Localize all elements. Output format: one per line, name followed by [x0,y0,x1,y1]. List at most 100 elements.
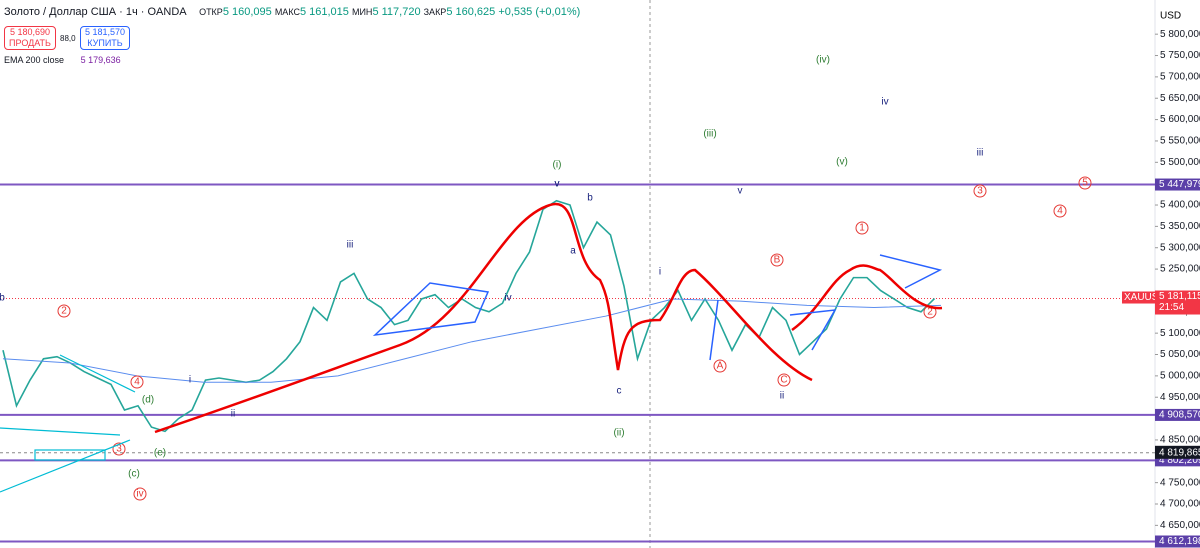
y-tick-label: 4 750,000 [1160,477,1200,488]
y-tick-label: 5 700,000 [1160,72,1200,83]
open: 5 160,095 [222,6,272,18]
close: 5 160,625 [446,6,496,18]
wave-label: (d) [142,395,154,406]
y-tick-label: 5 250,000 [1160,264,1200,275]
wave-label: iv [136,489,143,500]
wave-circle [112,442,126,456]
sell-button[interactable]: 5 180,690 ПРОДАТЬ [4,26,56,50]
wave-label: iv [504,293,511,304]
series-line [2,298,942,383]
y-tick-label: 5 750,000 [1160,50,1200,61]
high-label: МАКС [274,7,300,17]
level-tag [1155,535,1200,548]
indicator-value: 5 179,636 [80,55,121,65]
wave-circle [973,184,987,198]
wave-circle [57,304,71,318]
wave-label: (v) [836,157,848,168]
wave-label: v [738,186,743,197]
wave-label: 2 [927,307,933,318]
y-tick-label: 5 800,000 [1160,29,1200,40]
wave-label: (iii) [703,129,716,140]
wave-label: (i) [553,160,562,171]
y-tick-label: 4 950,000 [1160,392,1200,403]
wave-circle [713,359,727,373]
buy-label: КУПИТЬ [87,38,123,48]
wave-label: (ii) [613,428,624,439]
y-tick-label: 5 050,000 [1160,349,1200,360]
level-tag [1155,178,1200,191]
sell-label: ПРОДАТЬ [9,38,51,48]
wave-circle [777,373,791,387]
y-tick-label: 5 000,000 [1160,371,1200,382]
level-tag [1155,408,1200,421]
currency: USD [1160,11,1181,22]
wave-circle [133,487,147,501]
wave-label: iv [881,97,888,108]
high: 5 161,015 [299,6,349,18]
current-price-tag [1155,290,1200,315]
wave-circle [1078,176,1092,190]
wave-label: iii [977,148,984,159]
symbol: Золото / Доллар США · 1ч · OANDA [4,6,186,18]
close-label: ЗАКР [423,7,447,17]
spread: 88,0 [60,34,76,43]
wave-label: v [555,179,560,190]
wave-label: (iv) [816,55,830,66]
countdown: 21:54 [1159,302,1184,313]
wave-label: A [717,361,724,372]
wave-label: 4 [1057,206,1063,217]
wave-label: v [555,179,560,190]
wave-label: B [774,255,781,266]
trend-lines-cyan [0,354,136,493]
y-tick-label: 5 600,000 [1160,114,1200,125]
y-tick-label: 5 400,000 [1160,200,1200,211]
wave-label: i [659,267,661,278]
low: 5 117,720 [372,6,421,18]
wave-label: ii [780,391,784,402]
buy-button[interactable]: 5 181,570 КУПИТЬ [80,26,130,50]
crosshair-tag [1155,445,1200,459]
level-label: 4 612,198 [1159,536,1200,547]
y-tick-label: 5 350,000 [1160,221,1200,232]
wave-circle [130,375,144,389]
wave-label: ii [231,409,235,420]
current-symbol: XAUUSD [1124,292,1166,303]
wave-label: iii [347,240,354,251]
crosshair-label: 4 819,865 [1159,447,1200,458]
wave-label: b [0,293,5,304]
current-price: 5 181,115 [1159,291,1200,302]
wave-label: c [617,386,622,397]
sell-price: 5 180,690 [9,27,51,37]
wave-label: 1 [859,223,865,234]
wave-circle [770,253,784,267]
wave-circle [855,221,869,235]
current-tag [1122,291,1155,304]
level-label: 4 908,570 [1159,410,1200,421]
wave-label: C [780,375,787,386]
wave-label: 3 [977,186,983,197]
wave-label: 4 [134,377,140,388]
wave-label: 2 [61,306,67,317]
wave-label: (c) [128,469,140,480]
series-line [2,199,936,433]
wave-circle [1053,204,1067,218]
wave-label: i [189,375,191,386]
wave-label: (e) [154,448,166,459]
wave-label: 3 [116,444,122,455]
wave-label: a [570,246,576,257]
level-label: 4 802,209 [1159,455,1200,466]
level-label: 5 447,979 [1159,179,1200,190]
y-tick-label: 5 100,000 [1160,328,1200,339]
y-tick-label: 4 700,000 [1160,499,1200,510]
y-tick-label: 4 650,000 [1160,520,1200,531]
open-label: ОТКР [199,7,223,17]
trend-lines [372,254,943,361]
y-tick-label: 5 650,000 [1160,93,1200,104]
y-tick-label: 5 550,000 [1160,136,1200,147]
drawing [154,202,943,434]
wave-label: 5 [1082,178,1088,189]
y-tick-label: 4 850,000 [1160,435,1200,446]
wave-label: b [587,193,593,204]
